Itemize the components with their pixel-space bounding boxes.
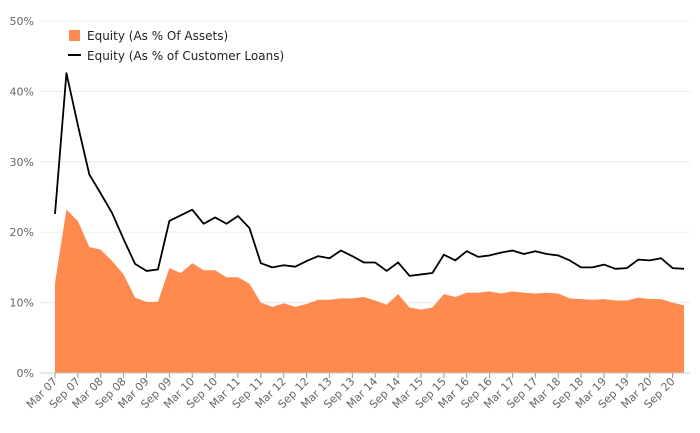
legend-label-loans: Equity (As % of Customer Loans): [87, 49, 284, 63]
y-tick-label: 20%: [10, 226, 34, 239]
legend-swatch-assets: [69, 30, 80, 41]
legend: Equity (As % Of Assets) Equity (As % of …: [68, 29, 284, 63]
gridlines: [40, 20, 690, 304]
y-tick-label: 10%: [10, 297, 34, 310]
series-line-loans: [54, 72, 685, 277]
legend-label-assets: Equity (As % Of Assets): [87, 29, 228, 43]
legend-item-assets: Equity (As % Of Assets): [69, 29, 228, 43]
y-tick-label: 50%: [10, 15, 34, 28]
line-series-layer: [54, 72, 685, 277]
legend-item-loans: Equity (As % of Customer Loans): [68, 49, 284, 63]
y-tick-label: 30%: [10, 156, 34, 169]
area-series-layer: [54, 209, 685, 373]
y-tick-label: 40%: [10, 85, 34, 98]
y-tick-label: 0%: [17, 367, 34, 380]
series-area-assets: [55, 209, 684, 373]
